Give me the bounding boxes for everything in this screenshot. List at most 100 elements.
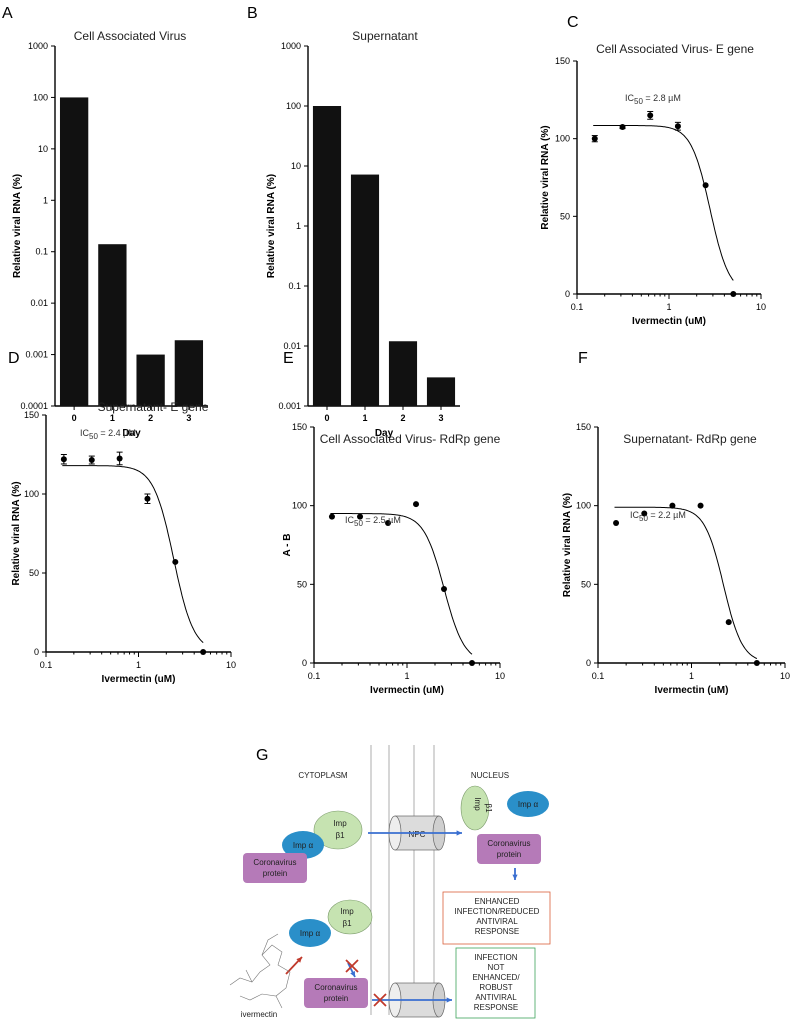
y-tick-label: 50 bbox=[297, 579, 307, 589]
bar-day-1 bbox=[98, 244, 127, 406]
data-point bbox=[144, 495, 151, 502]
y-tick-label: 100 bbox=[286, 101, 301, 111]
y-tick-label: 0 bbox=[34, 647, 39, 657]
charts-layer: A Cell Associated Virus 0.0001 0.001 0.01 0.1… bbox=[2, 5, 790, 696]
x-tick-label: 1 bbox=[362, 413, 367, 423]
y-tick-label: 10 bbox=[38, 144, 48, 154]
data-point bbox=[669, 502, 676, 509]
y-axis-label: Relative viral RNA (%) bbox=[12, 174, 23, 278]
molecule-bonds bbox=[245, 933, 283, 1009]
data-point bbox=[116, 455, 123, 462]
fit-curve bbox=[593, 125, 734, 281]
chart-f: F Supernatant- RdRp gene 0 50 100 150 0.1 1 10 IC… bbox=[562, 350, 790, 696]
x-tick-label: 0.1 bbox=[592, 671, 605, 681]
x-axis-label: Day bbox=[375, 428, 394, 439]
ic50-annotation: IC50 = 2.2 µM bbox=[630, 510, 686, 523]
x-tick-label: 1 bbox=[689, 671, 694, 681]
y-tick-label: 100 bbox=[576, 501, 591, 511]
data-point bbox=[613, 519, 620, 526]
block-cross-2 bbox=[373, 993, 387, 1007]
coronavirus-protein-1 bbox=[243, 853, 307, 883]
imp-alpha-label: Imp α bbox=[293, 841, 314, 850]
y-tick-label: 1 bbox=[296, 221, 301, 231]
not-enhanced-text: INFECTION bbox=[474, 953, 517, 962]
data-point bbox=[88, 457, 95, 464]
not-enhanced-text: ROBUST bbox=[479, 983, 512, 992]
chart-title: Cell Associated Virus bbox=[74, 29, 187, 43]
bar-day-2 bbox=[136, 354, 165, 406]
not-enhanced-text: ENHANCED/ bbox=[472, 973, 520, 982]
protein-label: Coronavirus bbox=[253, 858, 296, 867]
y-tick-label: 0 bbox=[586, 658, 591, 668]
x-axis-label: Ivermectin (uM) bbox=[632, 316, 706, 327]
fit-curve bbox=[62, 465, 204, 643]
chart-a: A Cell Associated Virus 0.0001 0.001 0.01 0.1… bbox=[2, 5, 208, 439]
x-tick-label: 0.1 bbox=[40, 660, 53, 670]
x-axis-label: Ivermectin (uM) bbox=[370, 685, 444, 696]
x-tick-label: 0.1 bbox=[308, 671, 321, 681]
bar-day-2 bbox=[388, 341, 418, 406]
data-point bbox=[385, 519, 392, 526]
data-point bbox=[357, 513, 364, 520]
blocked-import-arrow-head bbox=[446, 997, 452, 1003]
x-tick-label: 2 bbox=[400, 413, 405, 423]
ivermectin-arrow-head bbox=[296, 957, 302, 963]
chart-title: Cell Associated Virus- E gene bbox=[596, 42, 754, 56]
y-tick-label: 0.1 bbox=[35, 247, 48, 257]
imp-beta-label: Imp bbox=[340, 907, 354, 916]
enhanced-box bbox=[442, 891, 551, 945]
enhanced-text: RESPONSE bbox=[475, 927, 519, 936]
coronavirus-protein-nucleus bbox=[477, 834, 541, 864]
effect-arrow-head bbox=[512, 874, 518, 880]
npc-label: NPC bbox=[409, 830, 426, 839]
y-tick-label: 0 bbox=[302, 658, 307, 668]
x-tick-label: 10 bbox=[756, 302, 766, 312]
x-tick-label: 3 bbox=[438, 413, 443, 423]
import-arrow-head bbox=[456, 830, 462, 836]
x-tick-label: 0 bbox=[72, 413, 77, 423]
data-point bbox=[172, 558, 179, 565]
y-tick-label: 1 bbox=[43, 195, 48, 205]
y-tick-label: 50 bbox=[560, 211, 570, 221]
chart-title: Cell Associated Virus- RdRp gene bbox=[320, 432, 501, 446]
imp-beta-label: β1 bbox=[342, 919, 352, 928]
bar-day-0 bbox=[312, 106, 342, 406]
y-tick-label: 150 bbox=[292, 422, 307, 432]
x-tick-label: 3 bbox=[186, 413, 191, 423]
data-point bbox=[441, 586, 448, 593]
imp-alpha-label: Imp α bbox=[300, 929, 321, 938]
y-tick-label: 50 bbox=[581, 579, 591, 589]
data-point bbox=[641, 510, 648, 517]
imp-alpha-1 bbox=[282, 831, 324, 859]
imp-beta-label: β1 bbox=[484, 803, 493, 813]
data-point bbox=[730, 291, 737, 297]
panel-label-c: C bbox=[567, 14, 579, 31]
data-point bbox=[328, 513, 335, 520]
imp-beta-1 bbox=[313, 810, 363, 850]
imp-beta-label: Imp bbox=[473, 797, 482, 811]
y-tick-label: 100 bbox=[24, 489, 39, 499]
nucleus-label: NUCLEUS bbox=[471, 771, 509, 780]
data-point bbox=[674, 123, 681, 130]
panel-label-e: E bbox=[283, 350, 294, 367]
protein-label: Coronavirus bbox=[487, 839, 530, 848]
y-axis-label: Relative viral RNA (%) bbox=[562, 493, 573, 597]
x-axis-label: Ivermectin (uM) bbox=[655, 685, 729, 696]
imp-beta-2 bbox=[327, 899, 373, 935]
bar-day-1 bbox=[350, 174, 380, 406]
chart-title: Supernatant bbox=[352, 29, 418, 43]
y-tick-label: 0.01 bbox=[30, 298, 48, 308]
panel-label-f: F bbox=[578, 350, 588, 367]
protein-label: protein bbox=[497, 850, 521, 859]
not-enhanced-text: NOT bbox=[488, 963, 505, 972]
protein-label: protein bbox=[263, 869, 287, 878]
x-axis-label: Day bbox=[122, 428, 141, 439]
y-tick-label: 0.001 bbox=[278, 401, 301, 411]
imp-beta-nucleus bbox=[460, 785, 490, 831]
data-point bbox=[591, 135, 598, 142]
chart-b: B Supernatant 0.001 0.01 0.1 1 10 100 1000 0 1 2 3 Da… bbox=[247, 5, 460, 439]
enhanced-text: INFECTION/REDUCED bbox=[455, 907, 540, 916]
molecule-bonds bbox=[229, 944, 291, 1001]
chart-c: C Cell Associated Virus- E gene 0 50 100 150 0… bbox=[540, 14, 766, 327]
x-tick-label: 10 bbox=[495, 671, 505, 681]
